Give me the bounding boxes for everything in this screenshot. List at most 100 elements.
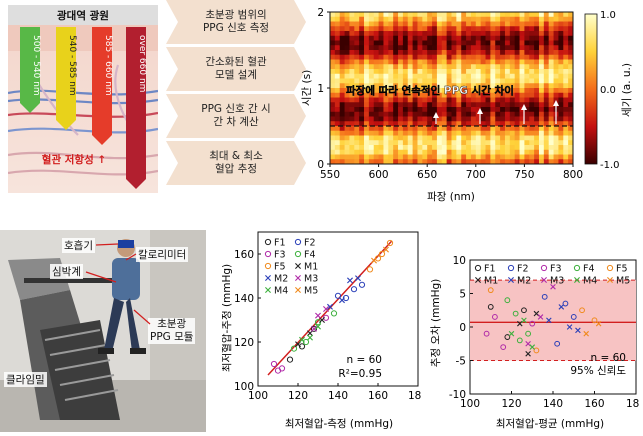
heatmap-cell [451, 88, 457, 94]
heatmap-cell [359, 92, 365, 98]
vessel-illustration: 광대역 광원 500 - 540 nm 540 - 585 nm 585 - 660… [7, 5, 159, 193]
heatmap-cell [480, 135, 486, 141]
heatmap-cell [339, 78, 345, 84]
heatmap-cell [446, 102, 452, 108]
heatmap-cell [543, 126, 550, 132]
heatmap-cell [553, 73, 559, 79]
heatmap-cell [359, 40, 365, 46]
heatmap-cell [417, 12, 423, 18]
heatmap-cell [339, 135, 345, 141]
heatmap-cell [461, 54, 467, 60]
heatmap-cell [441, 159, 448, 164]
heatmap-cell [495, 126, 501, 132]
heatmap-cell [378, 107, 384, 113]
heatmap-cell [524, 12, 530, 18]
heatmap-cell [398, 121, 404, 127]
heatmap-cell [441, 16, 448, 22]
heatmap-cell [339, 107, 345, 113]
heatmap-cell [427, 154, 433, 160]
heatmap-cell [563, 88, 569, 94]
heatmap-cell [432, 130, 438, 136]
heatmap-cell [373, 78, 379, 84]
heatmap-cell [398, 130, 404, 136]
heatmap-cell [407, 40, 414, 46]
heatmap-cell [398, 54, 404, 60]
heatmap-cell [519, 97, 525, 103]
heatmap-cell [383, 50, 389, 56]
ba-xtick-label: 160 [584, 398, 604, 410]
heatmap-cell [388, 16, 394, 22]
heatmap-cell [485, 107, 491, 113]
heatmap-cell [388, 73, 394, 79]
heatmap-cell [368, 40, 375, 46]
heatmap-cell [412, 102, 418, 108]
heatmap-cell [529, 130, 535, 136]
heatmap-cell [500, 45, 506, 51]
heatmap-cell [422, 92, 428, 98]
heatmap-cell [470, 45, 477, 51]
heatmap-cell [514, 140, 520, 146]
heatmap-cell [398, 59, 404, 65]
heatmap-cell [388, 26, 394, 32]
heatmap-cell [398, 21, 404, 27]
heatmap-cell [359, 50, 365, 56]
heatmap-cell [451, 92, 457, 98]
heatmap-cell [466, 149, 472, 155]
heatmap-cell [373, 59, 379, 65]
step-hyperspectral-ppg: 초분광 범위의 PPG 신호 측정 [202, 9, 270, 34]
heatmap-cell [330, 121, 336, 127]
heatmap-cell [495, 26, 501, 32]
heatmap-cell [490, 135, 496, 141]
heatmap-cell [519, 73, 525, 79]
heatmap-cell [538, 88, 545, 94]
heatmap-cell [509, 35, 516, 41]
heatmap-cell [354, 40, 360, 46]
heatmap-cell [446, 135, 452, 141]
heatmap-cell [500, 140, 506, 146]
heatmap-cell [402, 116, 409, 122]
heatmap-cell [548, 140, 554, 146]
heatmap-cell [568, 69, 573, 75]
heatmap-cell [330, 140, 336, 146]
heatmap-cell [480, 116, 486, 122]
heatmap-cell [558, 78, 564, 84]
heatmap-cell [538, 21, 545, 27]
bland-altman-panel: 100120140160180-10-50510F1F2F3F4F5M1M2M3… [430, 248, 643, 432]
heatmap-cell [344, 92, 350, 98]
process-steps: 초분광 범위의 PPG 신호 측정 간소화된 혈관 모델 설계 PPG 신호 간 시… [166, 0, 306, 190]
heatmap-cell [354, 140, 360, 146]
data-point [492, 314, 498, 320]
heatmap-cell [388, 12, 394, 18]
heatmap-cell [334, 45, 341, 51]
heatmap-cell [534, 31, 540, 37]
heatmap-cell [354, 16, 360, 22]
heatmap-cell [461, 16, 467, 22]
heatmap-cell [568, 73, 573, 79]
heatmap-cell [422, 45, 428, 51]
heatmap-cell [432, 88, 438, 94]
heatmap-cell [368, 69, 375, 75]
heatmap-cell [548, 21, 554, 27]
heatmap-cell [470, 69, 477, 75]
scatter-xlabel: 최저혈압-측정 (mmHg) [285, 417, 393, 430]
heatmap-cell [485, 12, 491, 18]
heatmap-cell [524, 140, 530, 146]
heatmap-cell [427, 59, 433, 65]
heatmap-cell [393, 130, 399, 136]
heatmap-cell [534, 45, 540, 51]
heatmap-cell [509, 140, 516, 146]
heatmap-cell [417, 159, 423, 164]
heatmap-cell [393, 35, 399, 41]
heatmap-cell [461, 69, 467, 75]
heatmap-cell [373, 26, 379, 32]
heatmap-cell [446, 107, 452, 113]
heatmap-cell [490, 50, 496, 56]
heatmap-cell [417, 73, 423, 79]
legend-label-f4: F4 [304, 250, 316, 261]
legend-label-m5: M5 [304, 286, 318, 297]
heatmap-cell [349, 102, 355, 108]
heatmap-cell [553, 97, 559, 103]
heatmap-cell [553, 54, 559, 60]
heatmap-cell [417, 21, 423, 27]
data-point [500, 344, 507, 350]
